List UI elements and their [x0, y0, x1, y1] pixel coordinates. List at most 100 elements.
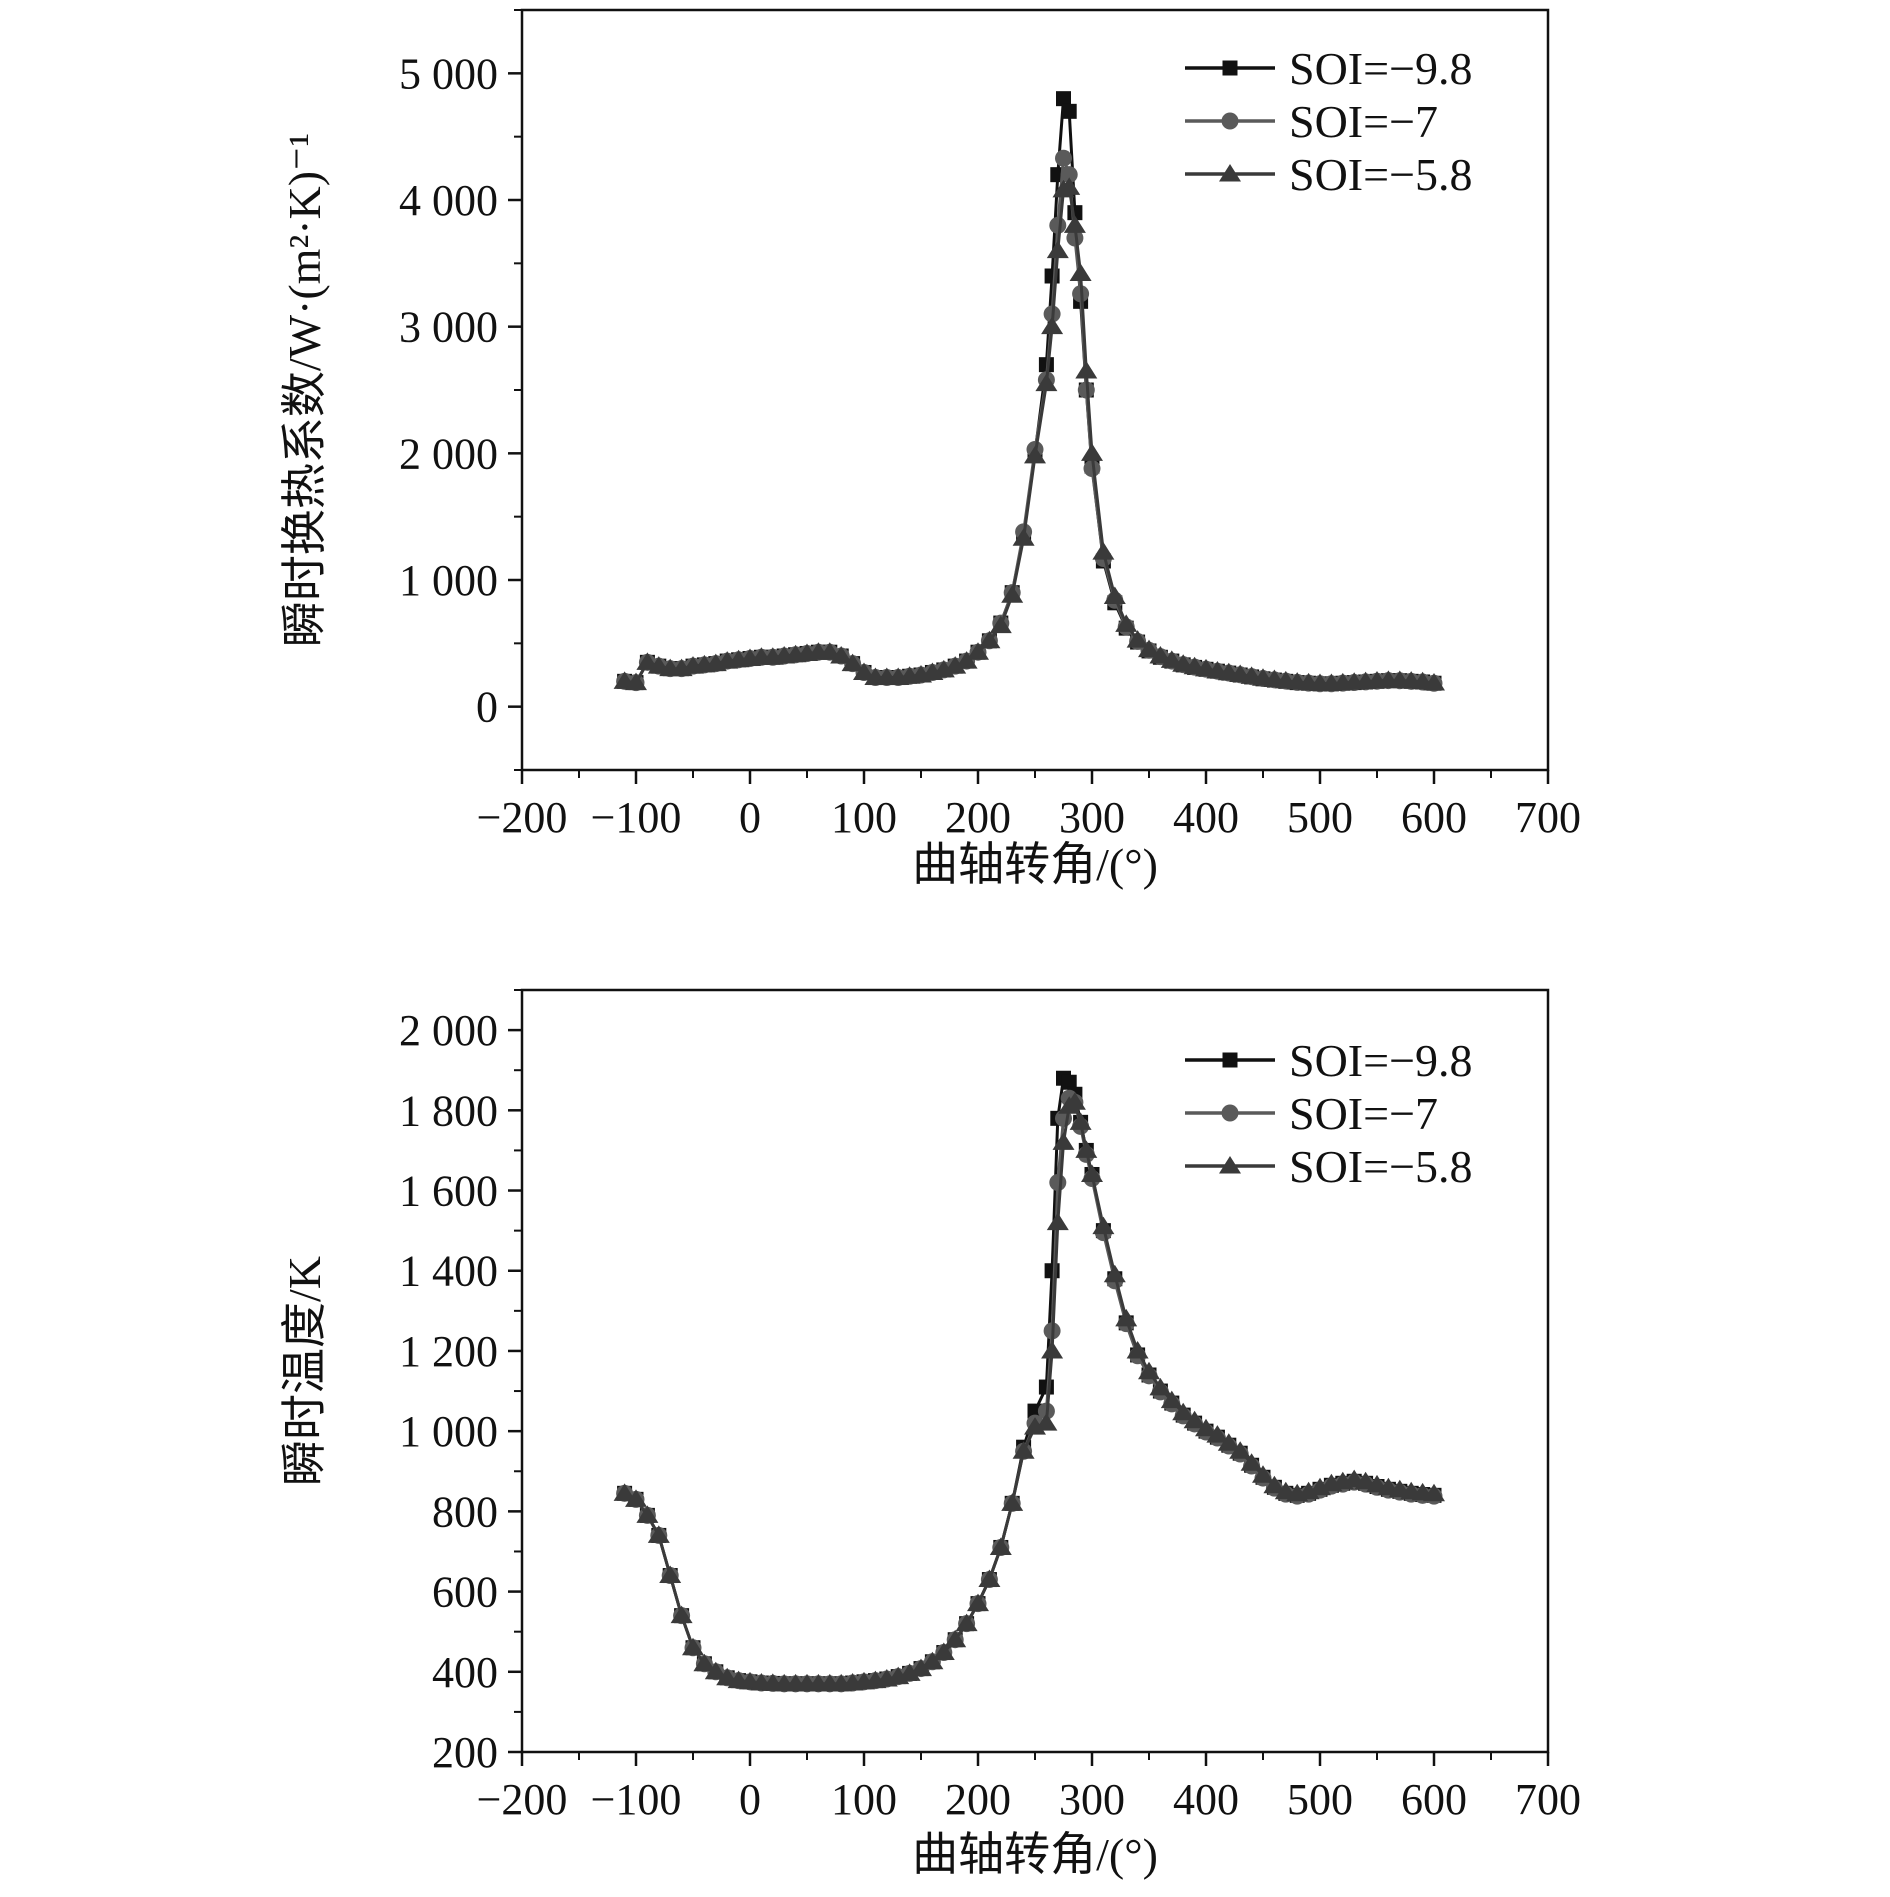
data-point	[818, 642, 841, 660]
data-point	[1027, 1403, 1043, 1419]
data-point	[1052, 1132, 1075, 1150]
y-tick-label: 1 000	[399, 1407, 498, 1456]
x-tick-label: −100	[591, 1775, 682, 1824]
y-tick-label: 5 000	[399, 49, 498, 98]
data-point	[944, 1629, 967, 1648]
data-point	[1206, 1425, 1229, 1443]
y-tick-label: 1 400	[399, 1247, 498, 1296]
data-point	[944, 656, 967, 674]
y-tick-label: 400	[432, 1648, 498, 1697]
data-point	[1160, 650, 1183, 668]
data-point	[1049, 216, 1067, 234]
data-point	[1063, 215, 1086, 233]
data-point	[1126, 1340, 1149, 1359]
data-point	[1217, 1433, 1240, 1451]
data-point	[932, 1642, 955, 1661]
x-axis-title: 曲轴转角/(°)	[912, 1829, 1158, 1880]
x-tick-label: 600	[1401, 1775, 1467, 1824]
x-tick-label: 700	[1515, 1775, 1581, 1824]
data-point	[1115, 1308, 1138, 1327]
data-point	[1035, 1413, 1058, 1431]
data-point	[1149, 1377, 1172, 1396]
y-tick-label: 1 800	[399, 1086, 498, 1135]
data-point	[704, 1661, 727, 1680]
y-tick-label: 800	[432, 1487, 498, 1536]
legend-label: SOI=−7	[1289, 96, 1438, 147]
x-tick-label: 500	[1287, 1775, 1353, 1824]
data-point	[967, 1593, 989, 1612]
data-point	[1092, 1216, 1115, 1235]
x-tick-label: 0	[739, 793, 761, 842]
chart-heat-transfer-coefficient: −200 −100 0 100 200 300 400 500 600 700 0 1 000 2 00…	[279, 8, 1581, 890]
data-point	[1041, 1340, 1064, 1359]
x-tick-label: −100	[591, 793, 682, 842]
y-tick-label: 1 600	[399, 1167, 498, 1216]
data-point	[1423, 672, 1445, 691]
data-point	[1081, 443, 1103, 461]
data-point	[1423, 1483, 1445, 1502]
data-point	[1012, 1441, 1035, 1459]
data-point	[1060, 166, 1078, 184]
y-tick-label: 600	[432, 1568, 498, 1617]
x-axis: −200 −100 0 100 200 300 400 500 600 700	[477, 1752, 1581, 1824]
data-point	[1160, 1390, 1183, 1409]
x-tick-label: 400	[1173, 793, 1239, 842]
legend-label: SOI=−9.8	[1289, 1035, 1473, 1086]
y-tick-label: 1 200	[399, 1327, 498, 1376]
data-point	[830, 646, 853, 664]
y-tick-label: 1 000	[399, 556, 498, 605]
data-point	[1063, 1092, 1086, 1110]
data-point	[1252, 1465, 1274, 1483]
data-point	[1041, 316, 1064, 335]
x-tick-label: 700	[1515, 793, 1581, 842]
data-point	[1049, 1174, 1067, 1192]
legend-label: SOI=−9.8	[1289, 43, 1473, 94]
x-tick-label: 0	[739, 1775, 761, 1824]
data-point	[853, 662, 875, 680]
y-axis-title: 瞬时换热系数/W·(m²·K)⁻¹	[279, 133, 330, 647]
data-point	[898, 1663, 921, 1681]
data-point	[1061, 103, 1077, 119]
data-point	[1061, 1074, 1077, 1090]
x-tick-label: 600	[1401, 793, 1467, 842]
x-tick-label: 300	[1059, 793, 1125, 842]
legend-label: SOI=−5.8	[1289, 1141, 1473, 1192]
y-tick-label: 2 000	[399, 429, 498, 478]
x-axis: −200 −100 0 100 200 300 400 500 600 700	[477, 770, 1581, 842]
data-point	[1001, 1493, 1024, 1511]
data-point	[1056, 91, 1071, 107]
data-point	[625, 672, 647, 691]
data-point	[989, 615, 1012, 634]
data-point	[1172, 1402, 1195, 1421]
data-point	[1149, 646, 1172, 664]
data-point	[1046, 240, 1069, 259]
series-2	[616, 149, 1443, 693]
data-point	[910, 1658, 932, 1677]
data-point	[1075, 1140, 1098, 1158]
legend-marker	[1219, 1156, 1241, 1174]
data-point	[978, 630, 1001, 649]
data-point	[1012, 528, 1035, 546]
data-point	[1138, 1361, 1160, 1380]
data-point	[636, 1505, 659, 1523]
data-point	[955, 651, 978, 669]
data-point	[636, 652, 659, 670]
data-point	[1055, 149, 1072, 167]
data-point	[1138, 639, 1160, 658]
legend-marker	[1221, 112, 1239, 130]
x-tick-label: 100	[831, 793, 897, 842]
data-point	[1075, 361, 1098, 379]
data-point	[1103, 1264, 1126, 1283]
data-point	[1092, 542, 1115, 560]
x-tick-label: 100	[831, 1775, 897, 1824]
data-point	[693, 1653, 716, 1672]
data-point	[659, 1565, 682, 1584]
data-point	[625, 1489, 647, 1507]
data-point	[1081, 1164, 1103, 1182]
data-point	[682, 1637, 704, 1656]
data-point	[1069, 1112, 1092, 1130]
data-point	[1046, 1212, 1069, 1231]
data-point	[1035, 373, 1058, 392]
data-point	[921, 1651, 944, 1670]
